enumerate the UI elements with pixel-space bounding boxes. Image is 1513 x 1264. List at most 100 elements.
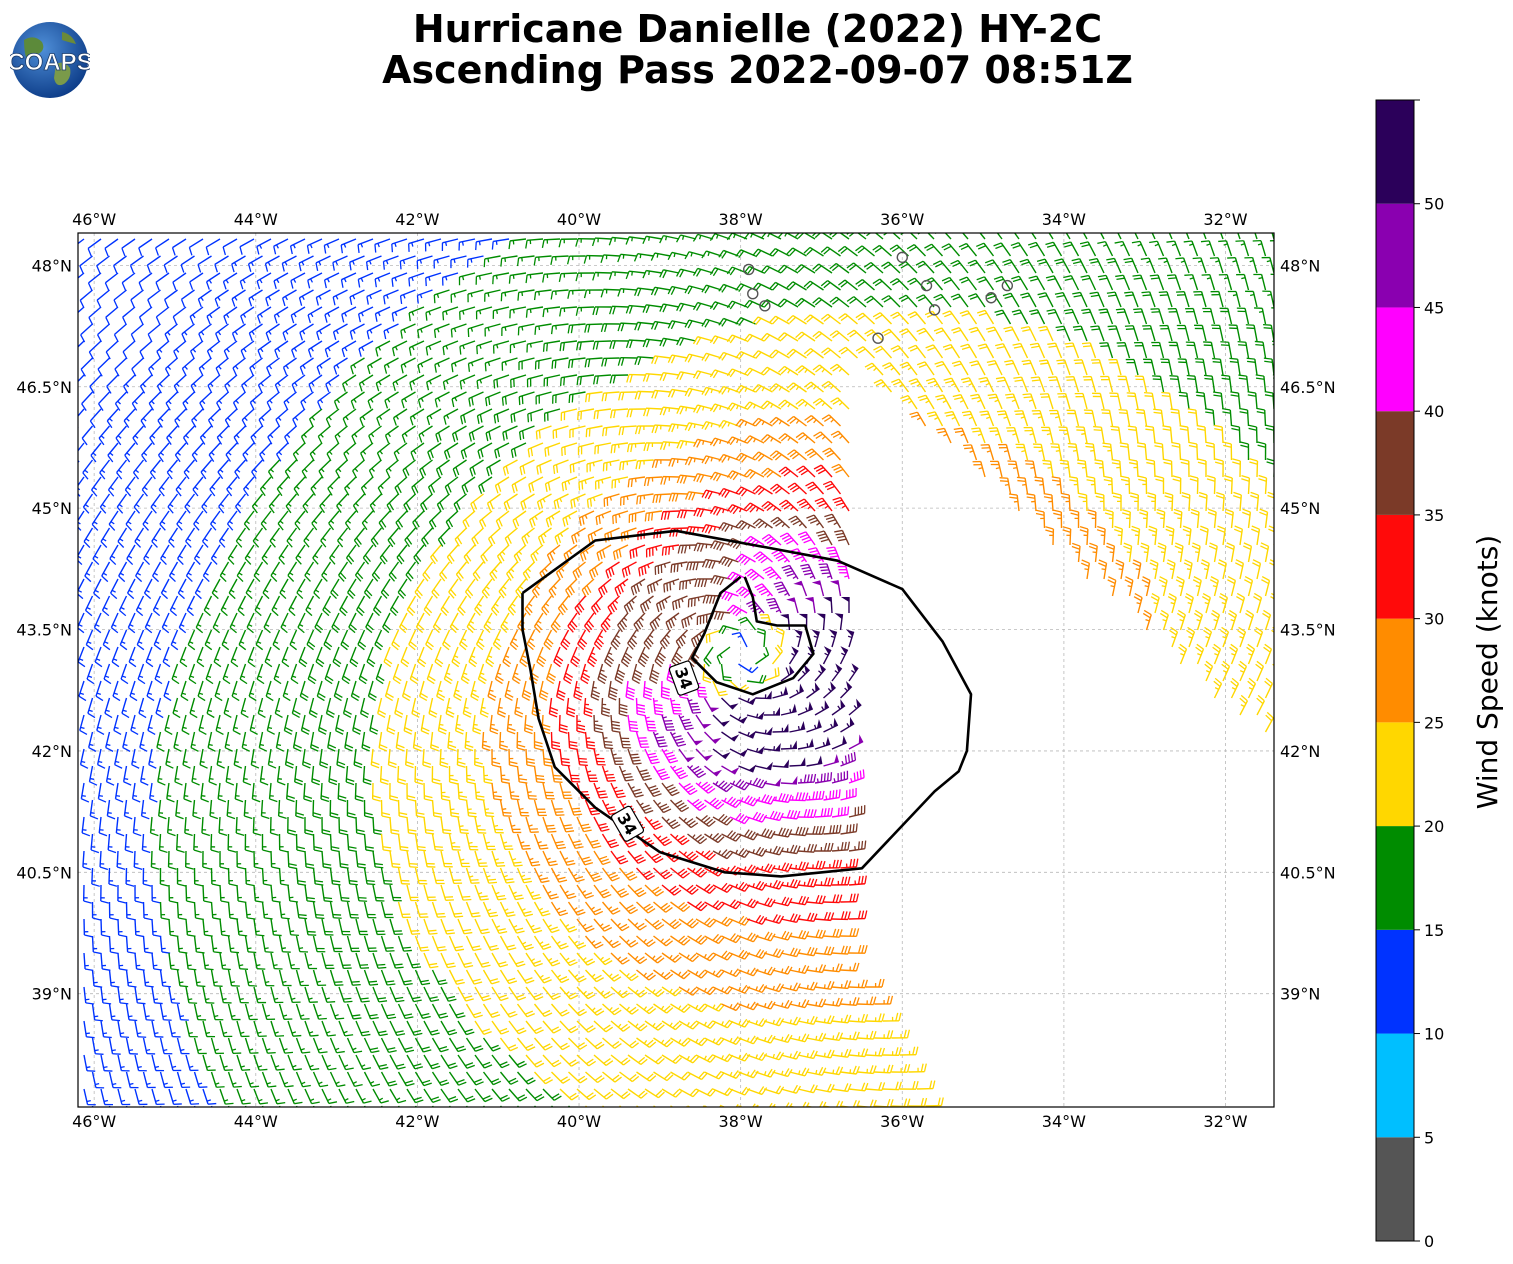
wind-barb: [1045, 526, 1055, 546]
wind-barb: [152, 595, 162, 617]
wind-barb: [1023, 426, 1037, 444]
wind-barb: [806, 825, 826, 835]
wind-barb: [138, 306, 153, 325]
wind-barb: [457, 952, 474, 969]
wind-barb: [1244, 576, 1254, 597]
wind-barb: [352, 459, 365, 479]
wind-barb: [524, 595, 536, 616]
wind-barb: [508, 986, 527, 1001]
wind-barb: [1002, 292, 1020, 308]
wind-barb: [584, 765, 598, 783]
wind-barb: [988, 427, 1003, 444]
wind-barb: [559, 374, 578, 386]
wind-barb: [569, 459, 586, 474]
wind-barb: [448, 765, 458, 785]
wind-barb: [890, 345, 910, 359]
wind-barb: [376, 442, 391, 461]
wind-barb: [701, 523, 722, 534]
wind-barb: [823, 928, 843, 938]
wind-barb: [1254, 626, 1264, 648]
wind-barb: [704, 933, 725, 945]
wind-barb: [83, 952, 94, 972]
wind-barb: [197, 289, 212, 308]
wind-barb: [721, 968, 742, 978]
wind-barb: [864, 362, 884, 376]
wind-barb: [408, 340, 425, 356]
wind-barb: [1175, 257, 1190, 274]
wind-barb: [1231, 424, 1241, 444]
wind-barb: [755, 931, 776, 942]
wind-barb: [881, 295, 901, 308]
wind-barb: [898, 294, 918, 308]
wind-barb: [375, 340, 391, 357]
wind-barb: [193, 901, 204, 921]
wind-barb: [652, 493, 671, 504]
wind-barb: [253, 561, 264, 582]
wind-barb: [300, 425, 314, 445]
wind-barb: [804, 448, 824, 461]
wind-barb: [679, 578, 697, 591]
wind-barb: [338, 1054, 354, 1071]
wind-barb: [823, 1066, 844, 1076]
wind-barb: [431, 799, 443, 818]
wind-barb: [533, 731, 543, 751]
wind-barb: [701, 558, 722, 569]
wind-barb: [568, 1071, 588, 1084]
wind-barb: [1259, 508, 1269, 529]
wind-barb: [332, 323, 348, 340]
wind-barb: [185, 561, 196, 583]
wind-barb: [1255, 660, 1265, 682]
wind-barb: [670, 935, 691, 946]
wind-barb: [1133, 592, 1143, 614]
wind-barb: [325, 374, 340, 393]
wind-barb: [959, 310, 978, 325]
wind-barb: [211, 578, 221, 600]
wind-barb: [942, 310, 961, 325]
wind-barb: [746, 745, 765, 755]
wind-barb: [1065, 233, 1071, 240]
wind-barb: [116, 850, 126, 871]
wind-barb: [823, 717, 839, 733]
wind-barb: [565, 578, 578, 598]
wind-barb: [1124, 291, 1139, 308]
wind-barb: [676, 474, 697, 484]
wind-barb: [687, 901, 708, 912]
wind-barb: [175, 476, 187, 497]
wind-barb: [821, 347, 841, 359]
wind-barb: [718, 249, 739, 259]
calm-wind-circle: [928, 304, 941, 316]
calm-wind-circle: [747, 287, 759, 300]
wind-barb: [1271, 233, 1274, 240]
wind-barb: [148, 391, 161, 411]
wind-barb: [304, 986, 318, 1003]
wind-barb: [122, 765, 132, 786]
wind-barb: [217, 459, 230, 480]
wind-barb: [431, 1037, 449, 1053]
wind-barb: [780, 665, 795, 682]
wind-barb: [830, 430, 850, 444]
wind-barb: [823, 753, 840, 767]
wind-barb: [1265, 424, 1274, 444]
wind-barb: [132, 425, 145, 446]
wind-barb: [424, 238, 442, 252]
wind-barb: [406, 595, 417, 617]
wind-barb: [806, 1032, 827, 1042]
wind-barb: [778, 365, 799, 376]
wind-barb: [1211, 609, 1221, 631]
wind-barb: [787, 482, 807, 495]
wind-barb: [1013, 233, 1020, 240]
wind-barb: [636, 901, 656, 914]
wind-barb: [249, 357, 263, 376]
wind-barb: [617, 356, 637, 366]
wind-barb: [427, 476, 442, 495]
wind-barb: [102, 629, 111, 651]
wind-barb: [168, 918, 179, 937]
wind-barb: [1135, 408, 1148, 427]
wind-barb: [786, 597, 799, 614]
wind-barb: [795, 331, 816, 342]
wind-barb: [516, 969, 535, 984]
lon-tick-label: 44°W: [234, 210, 278, 229]
wind-barb: [701, 284, 722, 294]
wind-barb: [789, 861, 810, 871]
wind-barb: [534, 323, 552, 335]
